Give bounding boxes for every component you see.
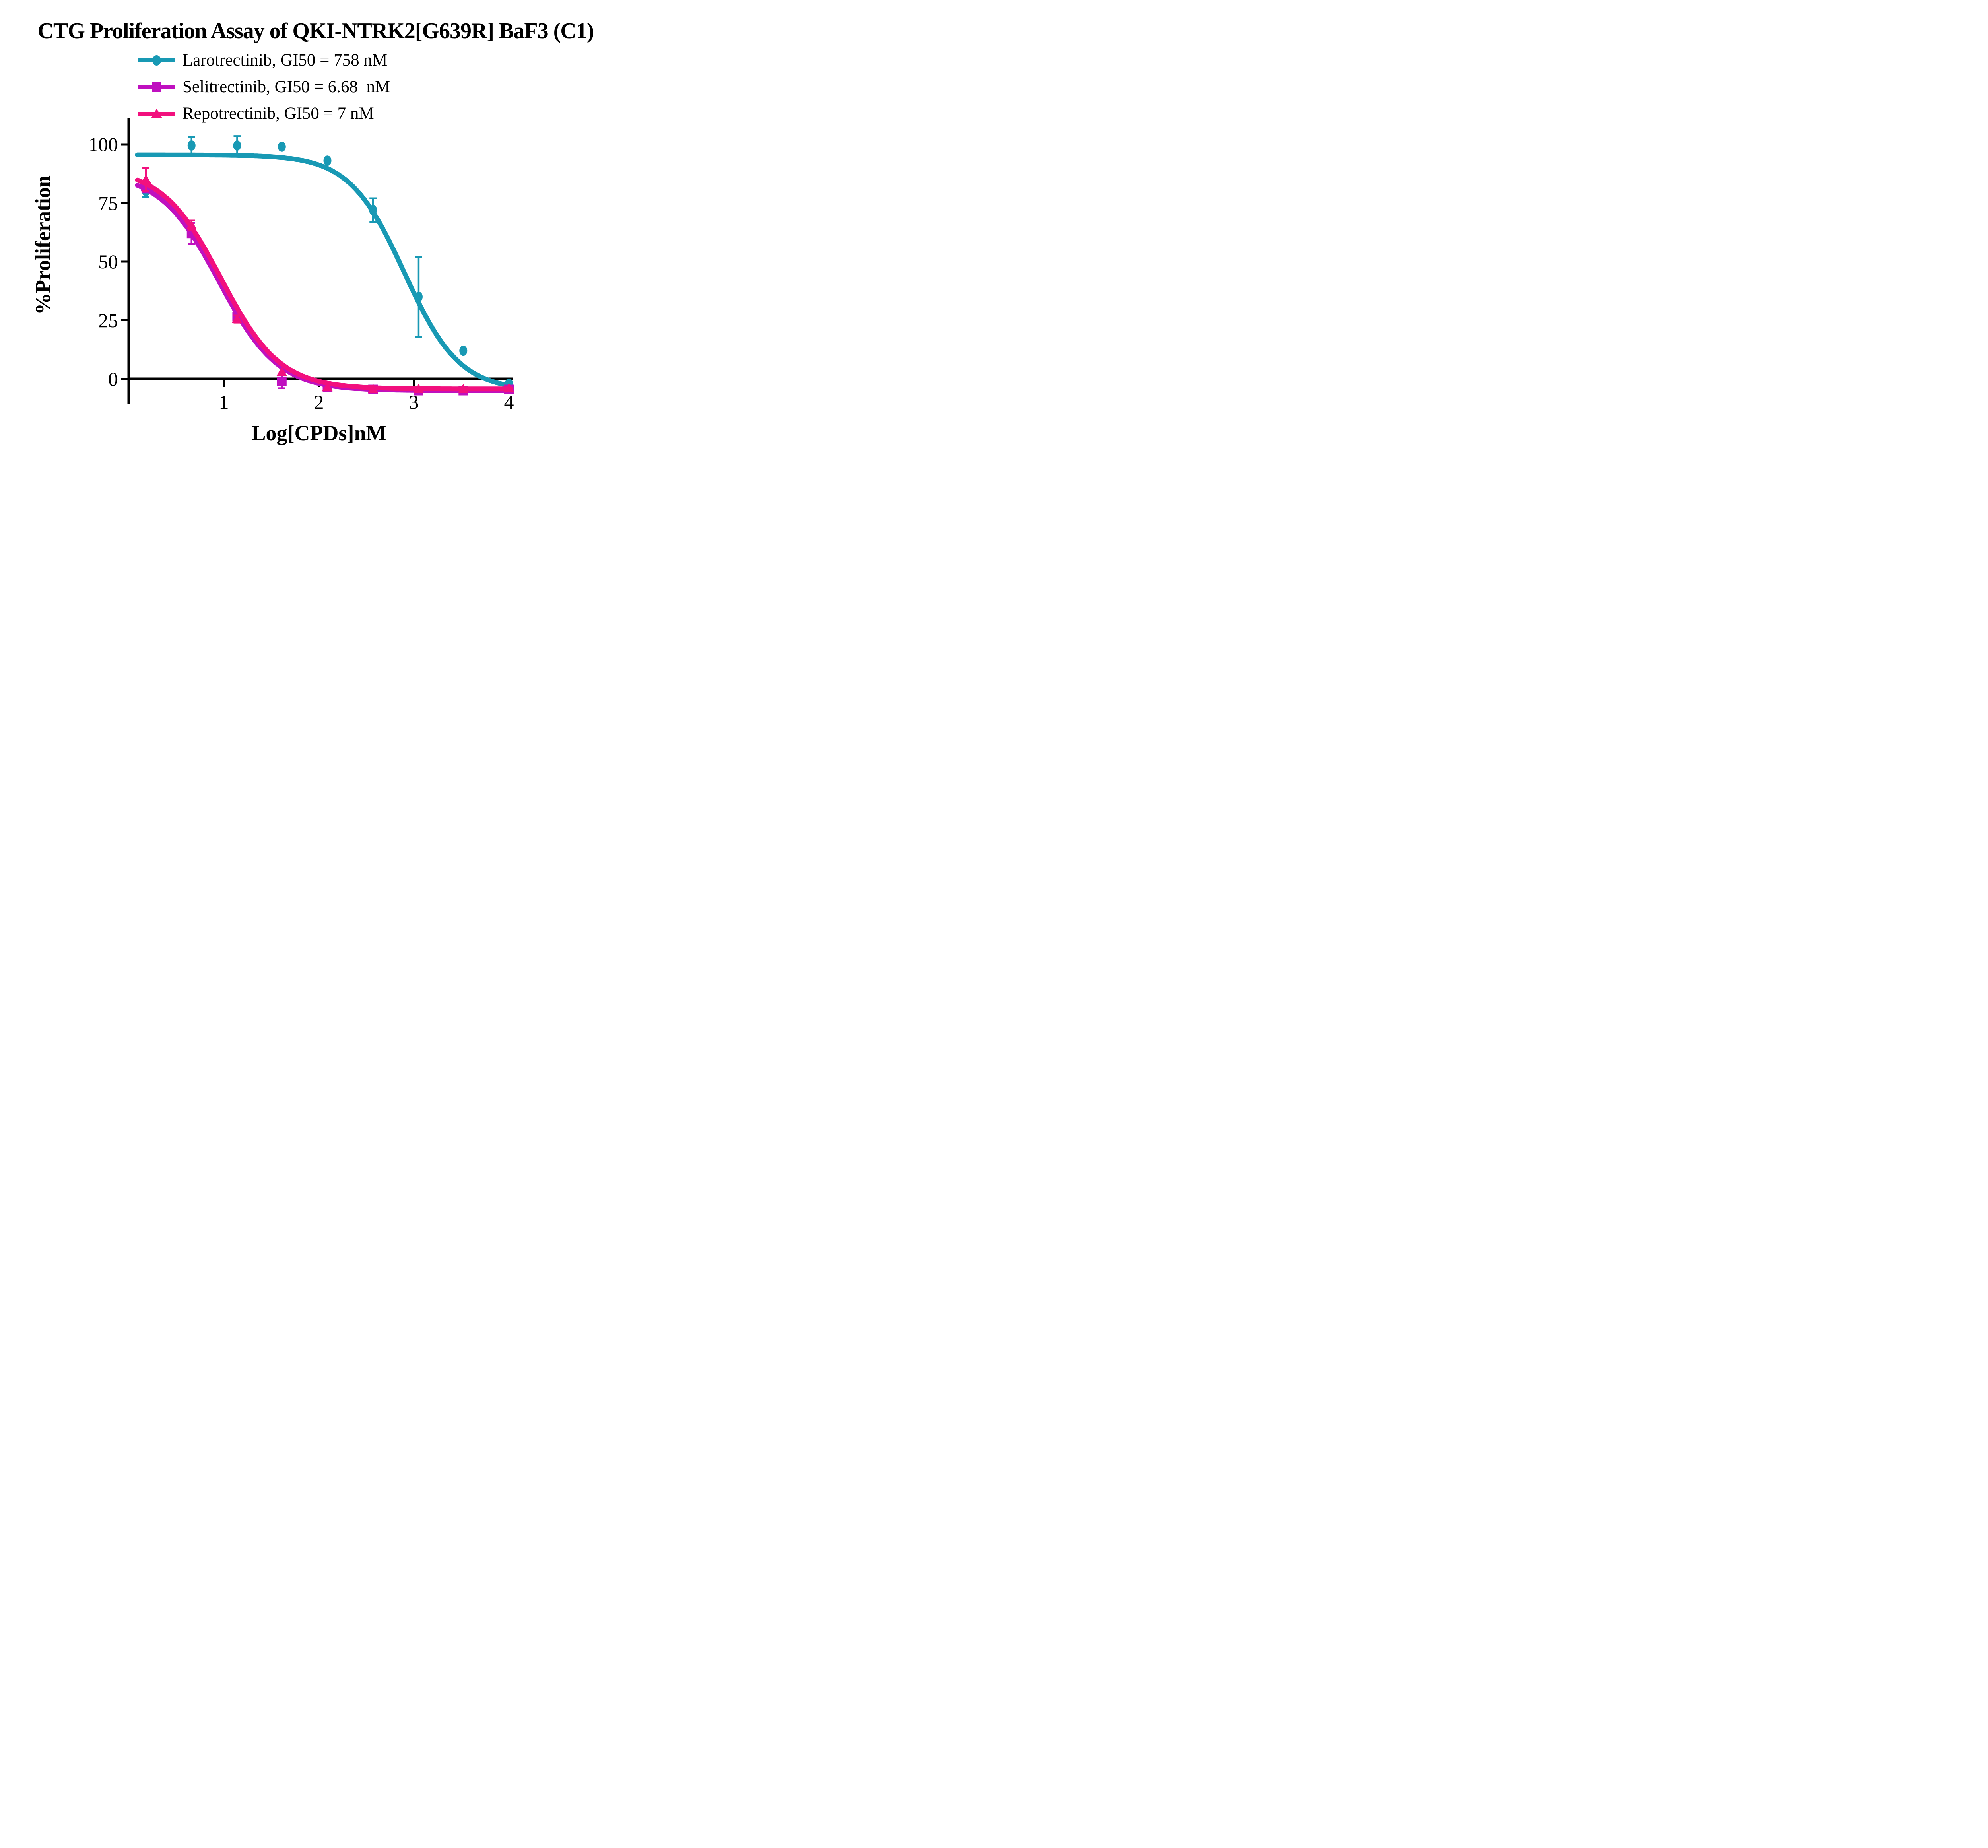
legend-square-icon [138,82,175,92]
legend-item-selitrectinib: Selitrectinib, GI50 = 6.68 nM [137,78,390,96]
data-point-triangle-icon [186,220,197,230]
data-point-circle-icon [459,346,468,356]
data-point-triangle-icon [503,383,514,393]
data-point-triangle-icon [231,314,243,324]
data-point-triangle-icon [276,367,287,376]
data-point-triangle-icon [413,384,424,393]
y-tick-label: 25 [98,309,118,332]
x-tick-label: 1 [219,391,229,413]
figure: CTG Proliferation Assay of QKI-NTRK2[G63… [0,0,631,462]
legend-item-larotrectinib: Larotrectinib, GI50 = 758 nM [137,51,387,70]
data-point-triangle-icon [458,384,469,393]
y-tick-label: 50 [98,250,118,273]
x-tick-label: 4 [504,391,514,413]
data-point-circle-icon [233,140,241,151]
y-tick-label: 75 [98,192,118,214]
data-point-triangle-icon [367,384,379,393]
legend-circle-icon [138,55,175,66]
legend-label: Repotrectinib, GI50 = 7 nM [182,104,374,123]
data-point-triangle-icon [140,174,151,184]
plot-area [121,118,514,404]
data-point-circle-icon [414,291,423,302]
legend-label: Selitrectinib, GI50 = 6.68 nM [182,78,390,96]
x-tick-label: 3 [409,391,419,413]
legend-item-repotrectinib: Repotrectinib, GI50 = 7 nM [137,105,374,123]
legend-label: Larotrectinib, GI50 = 758 nM [182,51,388,70]
fit-curve [135,152,513,388]
data-point-triangle-icon [322,382,333,392]
fit-curve [135,177,513,392]
y-tick-label: 0 [108,368,118,390]
series-larotrectinib [135,135,513,389]
legend-triangle-icon [138,109,175,118]
data-point-circle-icon [323,155,332,166]
data-point-circle-icon [369,205,377,215]
data-point-circle-icon [278,141,286,152]
data-point-square-icon [277,376,287,386]
y-tick-label: 100 [88,133,118,155]
chart-title: CTG Proliferation Assay of QKI-NTRK2[G63… [37,19,594,43]
x-tick-label: 2 [314,391,324,413]
x-axis-label: Log[CPDs]nM [251,421,386,445]
series-repotrectinib [135,167,514,393]
data-point-circle-icon [187,140,196,151]
y-axis-label: %Proliferation [31,175,55,314]
